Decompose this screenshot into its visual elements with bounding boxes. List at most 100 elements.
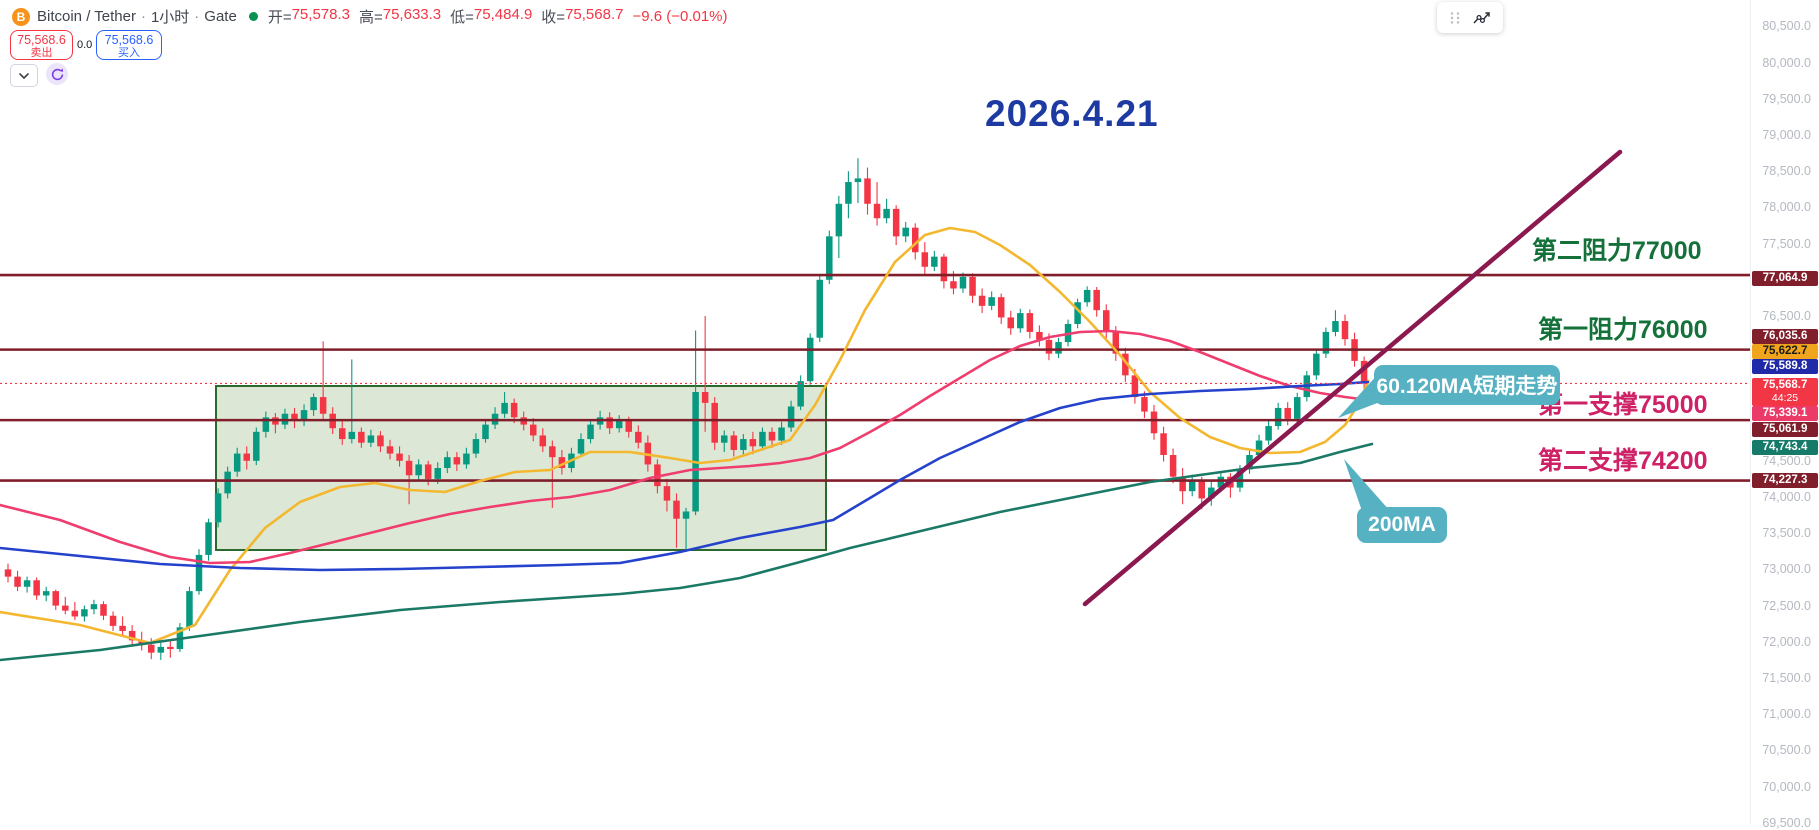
candle-body <box>253 431 260 461</box>
refresh-button[interactable] <box>46 63 68 85</box>
candle-body <box>1045 339 1053 354</box>
MA120-line <box>0 329 1370 565</box>
interval-label[interactable]: 1小时 <box>150 9 190 26</box>
candle-body <box>396 453 403 461</box>
axis-tick: 70,000.0 <box>1762 779 1811 794</box>
candle-body <box>768 431 776 441</box>
candle-body <box>892 208 900 237</box>
candle-body <box>787 406 795 428</box>
ma-trend-callout[interactable]: 60.120MA短期走势 <box>1374 365 1560 405</box>
candle-body <box>167 646 174 650</box>
axis-tick: 78,000.0 <box>1762 200 1811 215</box>
candle-body <box>434 468 441 479</box>
sell-button[interactable]: 75,568.6 卖出 <box>10 30 73 60</box>
candle-body <box>682 511 690 519</box>
axis-tick: 77,500.0 <box>1762 236 1811 251</box>
candle-body <box>300 410 308 421</box>
ohlc-readout: 开= 75,578.3 高= 75,633.3 低= 75,484.9 收= 75,56… <box>268 6 728 27</box>
candle-body <box>759 431 766 447</box>
MA60-line <box>0 226 1370 645</box>
candle-body <box>100 604 107 616</box>
candle-body <box>262 417 270 432</box>
change-value: −9.6 (−0.01%) <box>632 8 728 25</box>
candle-body <box>195 554 203 592</box>
candle-body <box>415 464 422 476</box>
candle-body <box>978 295 986 306</box>
date-annotation[interactable]: 2026.4.21 <box>985 93 1159 134</box>
candle-body <box>501 402 508 414</box>
axis-tick: 79,000.0 <box>1762 128 1811 142</box>
candle-body <box>959 276 967 289</box>
refresh-icon <box>51 68 63 80</box>
support2-annotation[interactable]: 第二支撑74200 <box>1538 447 1708 475</box>
candle-body <box>424 464 432 479</box>
resistance1-annotation[interactable]: 第一阻力76000 <box>1538 316 1708 344</box>
candle-body <box>558 457 566 469</box>
candle-body <box>854 178 862 183</box>
price-label: 75,589.8 <box>1752 359 1818 374</box>
candle-body <box>778 427 785 441</box>
open-value: 75,578.3 <box>291 6 350 23</box>
exchange-label[interactable]: Gate <box>204 8 237 25</box>
candle-body <box>1274 407 1282 427</box>
candle-body <box>81 609 88 617</box>
candle-body <box>1322 331 1330 354</box>
chart-mini-toolbar <box>1437 2 1503 33</box>
candle-body <box>1313 353 1320 376</box>
candle-body <box>405 460 413 476</box>
candle-body <box>367 435 375 443</box>
candle-body <box>912 227 919 253</box>
price-label: 77,064.9 <box>1752 271 1818 286</box>
candle-body <box>1150 411 1158 434</box>
candle-body <box>510 402 518 418</box>
resistance2-annotation[interactable]: 第二阻力77000 <box>1532 237 1702 265</box>
candle-body <box>52 591 59 606</box>
candle-body <box>806 337 814 382</box>
candle-body <box>711 402 718 443</box>
line-chart-icon[interactable] <box>1472 9 1492 26</box>
bitcoin-icon: B <box>12 7 30 26</box>
support1-annotation[interactable]: 第一支撑75000 <box>1538 391 1708 419</box>
candle-body <box>1198 480 1205 499</box>
candle-body <box>1055 342 1062 354</box>
buy-button[interactable]: 75,568.6 买入 <box>96 30 162 60</box>
candle-body <box>615 420 623 429</box>
price-label: 76,035.6 <box>1752 329 1818 344</box>
high-label: 高= <box>358 9 383 26</box>
candle-body <box>826 236 833 280</box>
axis-tick: 69,500.0 <box>1762 815 1811 830</box>
candle-body <box>1093 289 1100 311</box>
candle-body <box>1255 440 1263 456</box>
candle-body <box>1160 433 1167 456</box>
candlestick-chart[interactable] <box>0 0 1750 824</box>
MA200-line <box>0 442 1374 662</box>
candle-body <box>835 203 843 237</box>
candle-body <box>1169 455 1177 477</box>
price-axis[interactable]: 80,500.0 80,000.0 79,500.0 79,000.0 78,500.0… <box>1750 0 1819 830</box>
candle-body <box>463 453 470 465</box>
candle-body <box>482 424 489 440</box>
sell-label: 卖出 <box>30 47 53 59</box>
candle-body <box>1074 302 1081 324</box>
ma200-callout[interactable]: 200MA <box>1357 507 1447 543</box>
candle-body <box>310 397 317 411</box>
axis-tick: 80,500.0 <box>1762 19 1811 34</box>
axis-tick: 72,000.0 <box>1762 634 1811 649</box>
candle-body <box>33 580 40 596</box>
candle-body <box>444 457 451 469</box>
chevron-down-icon <box>19 72 29 79</box>
candle-body <box>1026 313 1034 332</box>
candle-body <box>692 392 699 512</box>
price-label: 75,061.9 <box>1752 422 1818 437</box>
candle-body <box>663 486 671 501</box>
candle-body <box>797 381 804 407</box>
candle-body <box>1208 487 1215 499</box>
collapse-panel-button[interactable] <box>10 64 38 87</box>
drag-handle-icon[interactable] <box>1448 11 1462 25</box>
axis-tick: 76,500.0 <box>1762 309 1811 323</box>
axis-tick: 70,500.0 <box>1762 743 1811 758</box>
candle-body <box>224 471 231 494</box>
candle-body <box>539 435 547 447</box>
callout-tail <box>1344 459 1390 511</box>
symbol-title[interactable]: Bitcoin / Tether <box>37 8 136 25</box>
